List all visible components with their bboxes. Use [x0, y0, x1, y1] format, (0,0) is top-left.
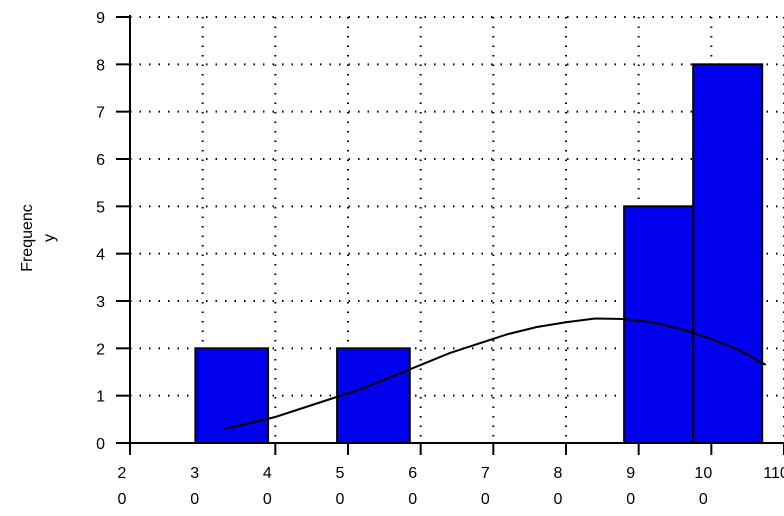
bar-3 [692, 63, 764, 444]
x-tick-label-20-line2: 0 [118, 491, 127, 508]
x-tick-label-50-line2: 0 [336, 491, 345, 508]
bar-2 [623, 205, 695, 444]
x-tick-label-60-line2: 0 [408, 491, 417, 508]
y-tick-label-6: 6 [96, 152, 105, 169]
bars-layer [194, 63, 764, 445]
x-tick-label-20-line1: 2 [118, 465, 127, 482]
x-tick-label-110-line1: 110 [763, 465, 784, 482]
x-tick-label-100-line1: 10 [694, 465, 712, 482]
y-tick-label-7: 7 [96, 105, 105, 122]
x-tick-label-30-line1: 3 [190, 465, 199, 482]
y-tick-label-3: 3 [96, 294, 105, 311]
y-tick-label-4: 4 [96, 247, 105, 264]
x-tick-label-60-line1: 6 [408, 465, 417, 482]
y-tick-label-0: 0 [96, 436, 105, 453]
x-tick-label-100-line2: 0 [699, 491, 708, 508]
y-tick-label-8: 8 [96, 57, 105, 74]
bar-1 [336, 347, 411, 445]
normal-curve [224, 317, 767, 430]
y-axis-title-line1: Frequenc [19, 204, 36, 272]
bar-0 [194, 347, 270, 445]
y-tick-label-9: 9 [96, 10, 105, 27]
labels-layer: Frequenc y [19, 204, 58, 272]
x-tick-label-40-line2: 0 [263, 491, 272, 508]
x-tick-label-80-line2: 0 [554, 491, 563, 508]
curve-layer [224, 317, 767, 430]
y-tick-label-2: 2 [96, 341, 105, 358]
x-tick-label-40-line1: 4 [263, 465, 272, 482]
axes-layer [129, 15, 784, 444]
y-tick-label-5: 5 [96, 199, 105, 216]
x-tick-label-70-line1: 7 [481, 465, 490, 482]
x-tick-label-50-line1: 5 [336, 465, 345, 482]
x-tick-label-90-line2: 0 [626, 491, 635, 508]
y-axis-title-line2: y [41, 234, 58, 242]
x-tick-label-30-line2: 0 [190, 491, 199, 508]
x-tick-label-80-line1: 8 [554, 465, 563, 482]
y-tick-label-1: 1 [96, 389, 105, 406]
x-tick-label-70-line2: 0 [481, 491, 490, 508]
ticks-layer: 01234567892040506070809010011030 [96, 10, 784, 508]
x-tick-label-90-line1: 9 [626, 465, 635, 482]
